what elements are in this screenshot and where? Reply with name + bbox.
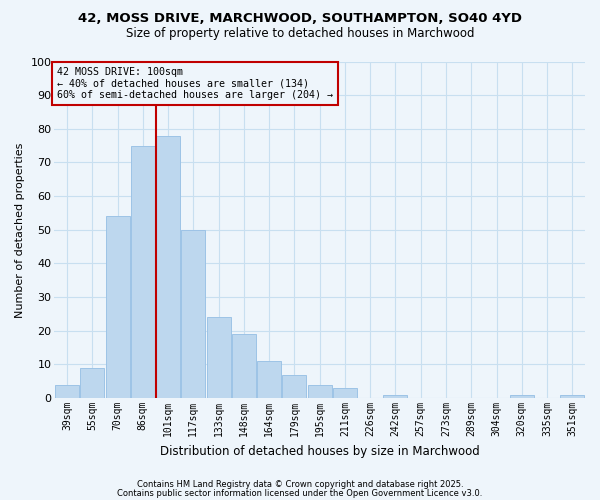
Bar — [283, 374, 307, 398]
Bar — [510, 395, 534, 398]
Bar — [55, 384, 79, 398]
Text: Contains HM Land Registry data © Crown copyright and database right 2025.: Contains HM Land Registry data © Crown c… — [137, 480, 463, 489]
Bar — [232, 334, 256, 398]
Bar — [333, 388, 357, 398]
Y-axis label: Number of detached properties: Number of detached properties — [15, 142, 25, 318]
Bar — [156, 136, 180, 398]
Bar — [106, 216, 130, 398]
Bar — [131, 146, 155, 398]
Text: Contains public sector information licensed under the Open Government Licence v3: Contains public sector information licen… — [118, 489, 482, 498]
Text: Size of property relative to detached houses in Marchwood: Size of property relative to detached ho… — [126, 28, 474, 40]
Text: 42 MOSS DRIVE: 100sqm
← 40% of detached houses are smaller (134)
60% of semi-det: 42 MOSS DRIVE: 100sqm ← 40% of detached … — [57, 66, 333, 100]
Bar — [308, 384, 332, 398]
Bar — [560, 395, 584, 398]
Bar — [80, 368, 104, 398]
Bar — [383, 395, 407, 398]
Text: 42, MOSS DRIVE, MARCHWOOD, SOUTHAMPTON, SO40 4YD: 42, MOSS DRIVE, MARCHWOOD, SOUTHAMPTON, … — [78, 12, 522, 26]
X-axis label: Distribution of detached houses by size in Marchwood: Distribution of detached houses by size … — [160, 444, 479, 458]
Bar — [206, 318, 230, 398]
Bar — [257, 361, 281, 398]
Bar — [181, 230, 205, 398]
